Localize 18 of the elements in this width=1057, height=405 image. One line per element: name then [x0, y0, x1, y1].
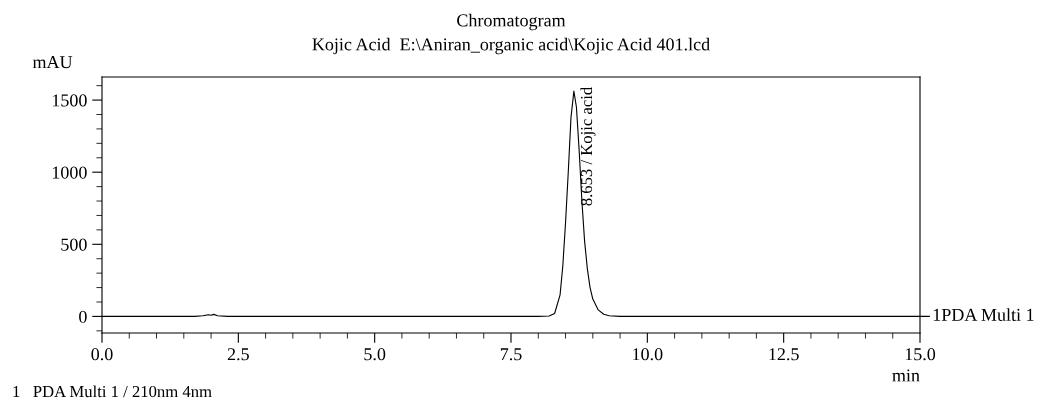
y-axis-title: mAU: [32, 56, 73, 69]
annotation: 8.653 / Kojic acid: [580, 87, 596, 206]
x-tick-label: 2.5: [227, 348, 249, 361]
legend-label: 1PDA Multi 1: [933, 308, 1034, 321]
x-tick-label: 7.5: [500, 348, 522, 361]
x-tick-label: 15.0: [905, 348, 936, 361]
y-tick-label: 500: [61, 238, 87, 251]
y-tick-label: 0: [79, 310, 87, 323]
y-tick-label: 1000: [52, 166, 87, 179]
chart-title: Chromatogram: [457, 13, 566, 31]
x-tick-label: 10.0: [633, 348, 663, 361]
x-tick-label: 12.5: [769, 348, 799, 361]
x-tick-label: 5.0: [364, 348, 386, 361]
y-tick-label: 1500: [52, 94, 87, 107]
x-tick-label: 0.0: [91, 348, 113, 361]
chart-subtitle: Kojic Acid E:\Aniran_organic acid\Kojic Acid 401.lcd: [312, 37, 710, 55]
text: 1 PDA Multi 1 / 210nm 4nm: [13, 385, 212, 398]
x-axis-title: min: [892, 369, 920, 382]
